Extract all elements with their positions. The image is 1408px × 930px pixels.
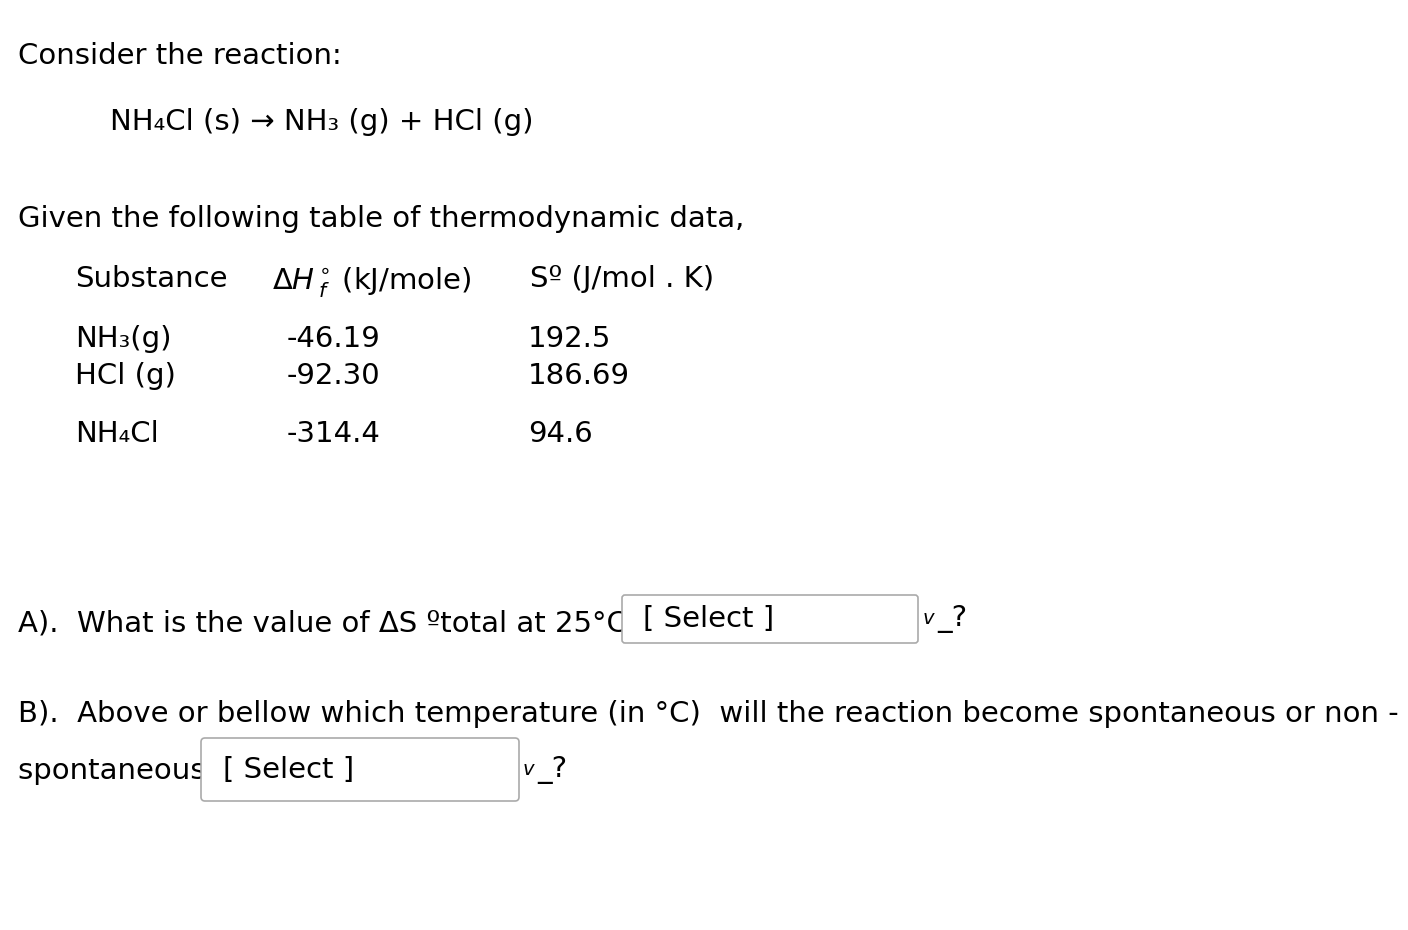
- Text: -92.30: -92.30: [287, 362, 380, 390]
- Text: 186.69: 186.69: [528, 362, 629, 390]
- Text: 94.6: 94.6: [528, 420, 593, 448]
- Text: v: v: [522, 760, 535, 779]
- Text: v: v: [924, 609, 935, 629]
- Text: HCl (g): HCl (g): [75, 362, 176, 390]
- FancyBboxPatch shape: [201, 738, 520, 801]
- Text: A).  What is the value of ΔS ºtotal at 25°C _: A). What is the value of ΔS ºtotal at 25…: [18, 610, 650, 639]
- Text: Substance: Substance: [75, 265, 228, 293]
- Text: Given the following table of thermodynamic data,: Given the following table of thermodynam…: [18, 205, 745, 233]
- Text: _?: _?: [536, 755, 567, 783]
- Text: [ Select ]: [ Select ]: [222, 755, 355, 783]
- Text: [ Select ]: [ Select ]: [643, 605, 774, 633]
- Text: -46.19: -46.19: [287, 325, 380, 353]
- Text: spontaneous _: spontaneous _: [18, 758, 230, 786]
- Text: Sº (J/mol . K): Sº (J/mol . K): [529, 265, 714, 293]
- Text: -314.4: -314.4: [287, 420, 382, 448]
- Text: B).  Above or bellow which temperature (in °C)  will the reaction become spontan: B). Above or bellow which temperature (i…: [18, 700, 1398, 728]
- Text: _?: _?: [936, 605, 967, 633]
- FancyBboxPatch shape: [622, 595, 918, 643]
- Text: NH₃(g): NH₃(g): [75, 325, 172, 353]
- Text: 192.5: 192.5: [528, 325, 611, 353]
- Text: NH₄Cl: NH₄Cl: [75, 420, 159, 448]
- Text: NH₄Cl (s) → NH₃ (g) + HCl (g): NH₄Cl (s) → NH₃ (g) + HCl (g): [110, 108, 534, 136]
- Text: $\Delta H\,_{f}^{\circ}$ (kJ/mole): $\Delta H\,_{f}^{\circ}$ (kJ/mole): [272, 265, 472, 299]
- Text: Consider the reaction:: Consider the reaction:: [18, 42, 342, 70]
